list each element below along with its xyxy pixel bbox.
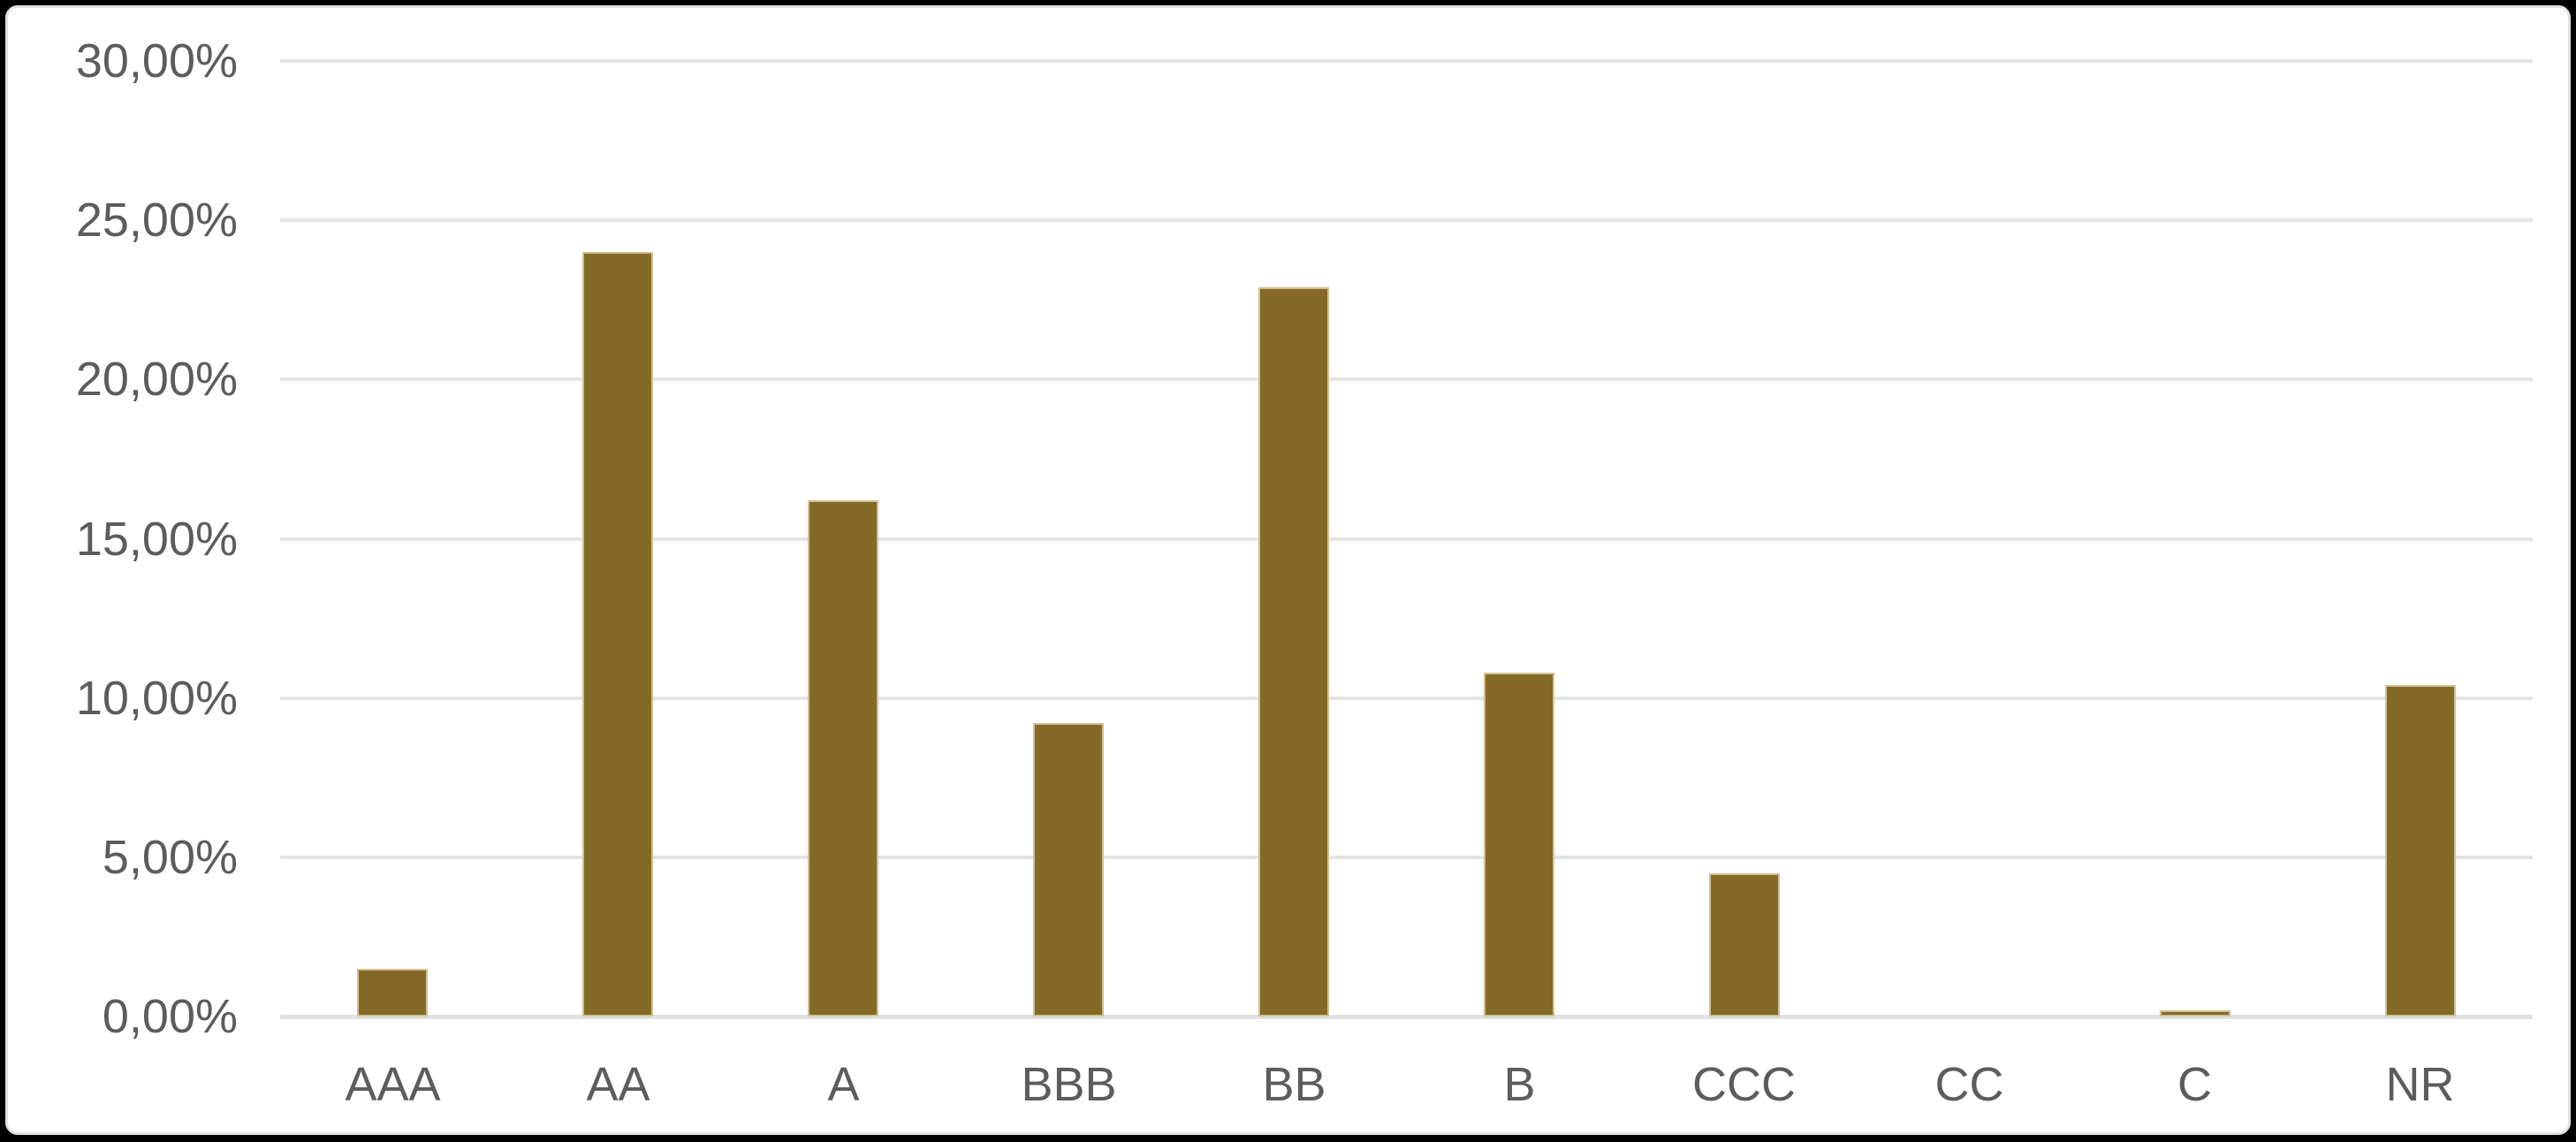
y-tick-label: 0,00% [102, 990, 238, 1043]
gridline [280, 59, 2533, 63]
y-tick-label: 30,00% [75, 34, 238, 88]
y-tick-label: 5,00% [102, 830, 238, 884]
bar-ccc [1709, 873, 1780, 1016]
x-tick-label-aaa: AAA [345, 1058, 441, 1111]
x-axis-baseline [280, 1014, 2533, 1019]
x-tick-label-bb: BB [1262, 1058, 1326, 1111]
x-tick-label-aa: AA [586, 1058, 650, 1111]
x-tick-label-nr: NR [2385, 1058, 2455, 1111]
chart-panel: 0,00% 5,00% 10,00% 15,00% 20,00% 25,00% 30,00%… [5, 5, 2571, 1135]
y-tick-label: 10,00% [75, 671, 238, 725]
gridline [280, 218, 2533, 223]
gridline [280, 855, 2533, 859]
bar-a [808, 500, 878, 1016]
y-tick-label: 20,00% [75, 353, 238, 407]
bar-c [2160, 1010, 2230, 1016]
x-tick-label-a: A [827, 1058, 860, 1111]
x-tick-label-c: C [2177, 1058, 2212, 1111]
gridline [280, 377, 2533, 382]
bar-aaa [357, 969, 428, 1016]
y-tick-label: 25,00% [75, 194, 238, 247]
bar-aa [582, 252, 653, 1016]
bar-nr [2385, 685, 2456, 1016]
x-tick-label-cc: CC [1934, 1058, 2004, 1111]
bar-bbb [1033, 723, 1104, 1016]
gridline [280, 696, 2533, 700]
x-tick-label-ccc: CCC [1692, 1058, 1796, 1111]
y-tick-label: 15,00% [75, 512, 238, 566]
bar-chart: 0,00% 5,00% 10,00% 15,00% 20,00% 25,00% 30,00%… [8, 8, 2568, 1132]
gridline [280, 537, 2533, 541]
bar-bb [1258, 287, 1329, 1016]
x-tick-label-b: B [1503, 1058, 1536, 1111]
bar-b [1484, 673, 1554, 1016]
x-tick-label-bbb: BBB [1021, 1058, 1117, 1111]
